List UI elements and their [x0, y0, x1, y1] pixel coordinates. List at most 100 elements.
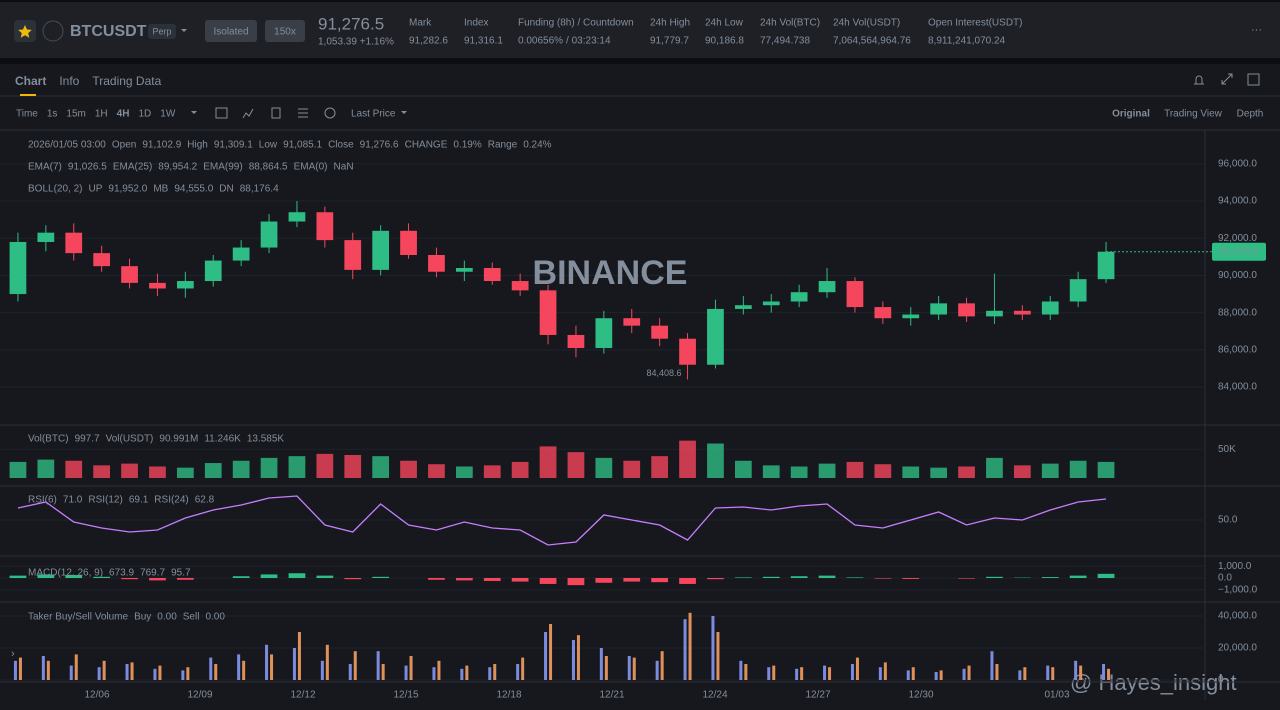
expand-icon[interactable]	[1221, 73, 1233, 85]
stat-value: 90,186.8	[705, 36, 744, 47]
interval[interactable]: 1W	[160, 109, 176, 120]
y-tick-label: 94,000.0	[1218, 196, 1257, 207]
taker-sell-bar	[1079, 665, 1083, 680]
legend-item: 91,309.1	[214, 140, 253, 151]
taker-sell-bar	[604, 656, 608, 680]
interval[interactable]: 1H	[95, 109, 108, 120]
volume-bar	[623, 460, 641, 478]
candle-body	[790, 292, 808, 302]
alert-icon[interactable]	[1194, 75, 1204, 85]
taker-sell-bar	[632, 657, 636, 680]
tab[interactable]: Trading Data	[92, 74, 161, 88]
side-toggle[interactable]: ›	[11, 648, 15, 660]
interval[interactable]: 1D	[138, 109, 151, 120]
macd-bar	[9, 575, 27, 578]
legend-item: 0.00	[205, 612, 225, 623]
legend-item: Close	[328, 140, 354, 151]
volume-bar	[149, 466, 166, 478]
popout-icon[interactable]	[1247, 73, 1260, 86]
legend-item: 997.7	[75, 434, 100, 445]
legend-item: BOLL(20, 2)	[28, 184, 82, 195]
taker-sell-bar	[939, 670, 943, 680]
candle-body	[762, 301, 780, 306]
draw-icon[interactable]	[324, 107, 336, 119]
taker-sell-bar	[828, 667, 832, 680]
taker-buy-bar	[544, 632, 548, 680]
dropdown-icon[interactable]	[181, 29, 187, 32]
coin-icon	[42, 20, 64, 42]
macd-bar	[316, 575, 334, 578]
macd-bar	[874, 578, 892, 579]
view-tab[interactable]: Original	[1112, 109, 1150, 120]
taker-sell-bar	[18, 657, 22, 680]
candle-icon[interactable]	[271, 107, 281, 119]
watermark: BINANCE	[533, 254, 688, 292]
taker-buy-bar	[711, 616, 715, 680]
macd-bar	[428, 578, 445, 580]
leverage[interactable]: 150x	[274, 27, 296, 38]
candle-body	[65, 232, 83, 254]
taker-sell-bar	[381, 664, 385, 680]
legend-item: 673.9	[109, 568, 134, 579]
candle-body	[288, 212, 306, 222]
taker-buy-bar	[571, 640, 575, 680]
taker-buy-bar	[767, 667, 771, 680]
candle-body	[930, 303, 948, 315]
candle-body	[651, 325, 669, 339]
last-price: 91,276.5	[318, 14, 384, 33]
leverage-button[interactable]	[265, 20, 305, 42]
rsi-line	[17, 495, 1107, 546]
ticker-bar	[0, 2, 1280, 58]
more-icon[interactable]: ···	[1251, 24, 1262, 36]
x-tick-label: 12/24	[702, 690, 727, 701]
stat-label: 24h High	[650, 18, 690, 29]
taker-buy-bar	[488, 667, 492, 680]
taker-buy-bar	[962, 668, 966, 680]
calendar-icon[interactable]	[215, 107, 228, 119]
margin-mode[interactable]: Isolated	[213, 27, 248, 38]
indicator-icon[interactable]	[242, 108, 254, 119]
volume-bar	[511, 461, 529, 478]
volume-bar	[65, 460, 83, 478]
legend-item: 88,864.5	[249, 162, 288, 173]
x-tick-label: 01/03	[1044, 690, 1069, 701]
legend-item: EMA(99)	[203, 162, 242, 173]
view-tab[interactable]: Depth	[1237, 109, 1264, 120]
candle-body	[9, 241, 27, 295]
volume-bar	[958, 466, 975, 478]
macd-bar	[986, 576, 1003, 578]
volume-bar	[37, 459, 55, 478]
taker-sell-bar	[186, 667, 190, 680]
volume-bar	[483, 465, 501, 478]
y-tick-label: 88,000.0	[1218, 307, 1257, 318]
taker-buy-bar	[181, 670, 185, 680]
settings-icon[interactable]	[298, 108, 308, 118]
y-tick-label: 0	[1218, 675, 1224, 686]
macd-bar	[1069, 575, 1087, 578]
volume-bar	[734, 460, 752, 478]
taker-sell-bar	[409, 656, 413, 680]
interval[interactable]: 15m	[66, 109, 85, 120]
taker-sell-bar	[242, 660, 246, 680]
margin-button[interactable]	[205, 20, 257, 42]
taker-sell-bar	[883, 662, 887, 680]
legend-item: 88,176.4	[240, 184, 279, 195]
tab[interactable]: Chart	[15, 74, 46, 88]
interval[interactable]: Time	[16, 109, 38, 120]
stat-value: 77,494.738	[760, 36, 810, 47]
candle-body	[707, 308, 724, 365]
taker-buy-bar	[125, 664, 129, 680]
price-type[interactable]: Last Price	[351, 109, 396, 120]
interval[interactable]: 1s	[47, 109, 58, 120]
legend-item: 95.7	[171, 568, 191, 579]
stat-value: 7,064,564,964.76	[833, 36, 911, 47]
macd-bar	[344, 578, 362, 580]
interval[interactable]: 4H	[117, 109, 130, 120]
view-tab[interactable]: Trading View	[1164, 109, 1223, 120]
price-tag-label: 91,276.6	[1220, 246, 1259, 257]
legend-item: Taker Buy/Sell Volume	[28, 612, 128, 623]
taker-buy-bar	[404, 665, 408, 680]
candle-body	[1069, 279, 1087, 302]
tab[interactable]: Info	[59, 74, 79, 88]
volume-bar	[818, 463, 836, 478]
